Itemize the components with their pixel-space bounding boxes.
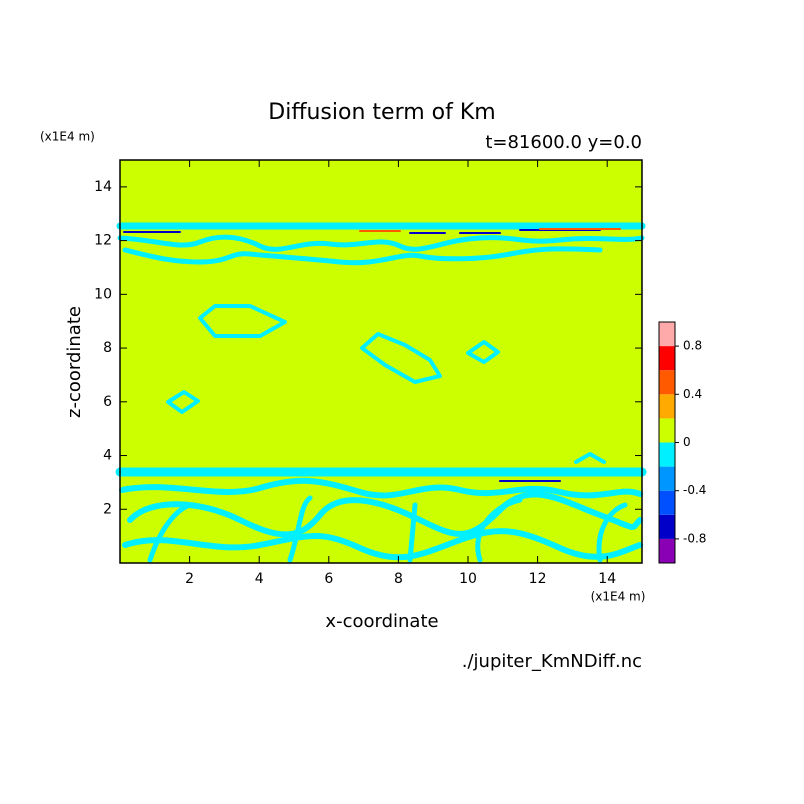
contour-band (117, 234, 645, 252)
x-tick-label: 12 (529, 571, 547, 587)
y-unit: (x1E4 m) (40, 130, 95, 144)
y-tick-label: 6 (103, 394, 112, 410)
colorbar-box (659, 322, 675, 347)
colorbar-tick-label: -0.4 (683, 483, 706, 497)
contour-band (122, 528, 643, 561)
colorbar-box (659, 514, 675, 539)
contour-line (359, 228, 621, 232)
chart-title: Diffusion term of Km (268, 100, 495, 125)
x-tick-label: 4 (255, 571, 264, 587)
y-tick-label: 12 (94, 233, 112, 249)
contour-band (147, 495, 628, 563)
chart-subtitle: t=81600.0 y=0.0 (485, 132, 642, 153)
x-tick-label: 2 (185, 571, 194, 587)
contour-island (198, 304, 287, 338)
y-axis-label: z-coordinate (64, 306, 85, 418)
contour-line (123, 229, 601, 482)
plot-frame (119, 159, 643, 564)
colorbar-box (659, 346, 675, 371)
source-label: ./jupiter_KmNDiff.nc (462, 651, 642, 672)
x-tick-label: 14 (598, 571, 616, 587)
field-contours (115, 222, 647, 563)
colorbar-tick-label: -0.8 (683, 531, 706, 545)
colorbar-box (659, 466, 675, 491)
x-axis-label: x-coordinate (325, 611, 438, 632)
contour-island (360, 332, 442, 384)
y-tick-label: 2 (103, 501, 112, 517)
x-tick-label: 6 (324, 571, 333, 587)
colorbar-tick-label: 0.8 (683, 339, 702, 353)
contour-band (127, 491, 643, 538)
y-tick-label: 14 (94, 179, 112, 195)
x-tick-label: 8 (394, 571, 403, 587)
colorbar-box (659, 538, 675, 563)
y-tick-label: 4 (103, 448, 112, 464)
colorbar-box (659, 370, 675, 395)
contour-island (466, 340, 500, 364)
colorbar-tick-label: 0 (683, 435, 691, 449)
contour-band (122, 246, 603, 266)
y-tick-label: 8 (103, 340, 112, 356)
contour-island (166, 390, 200, 414)
y-tick-label: 10 (94, 286, 112, 302)
colorbar-box (659, 394, 675, 419)
colorbar-box (659, 490, 675, 515)
colorbar-box (659, 442, 675, 467)
contour-island (574, 452, 606, 464)
colorbar-box (659, 418, 675, 443)
x-tick-label: 10 (459, 571, 477, 587)
contour-band (119, 477, 643, 499)
x-unit: (x1E4 m) (591, 590, 646, 604)
colorbar-tick-label: 0.4 (683, 387, 702, 401)
